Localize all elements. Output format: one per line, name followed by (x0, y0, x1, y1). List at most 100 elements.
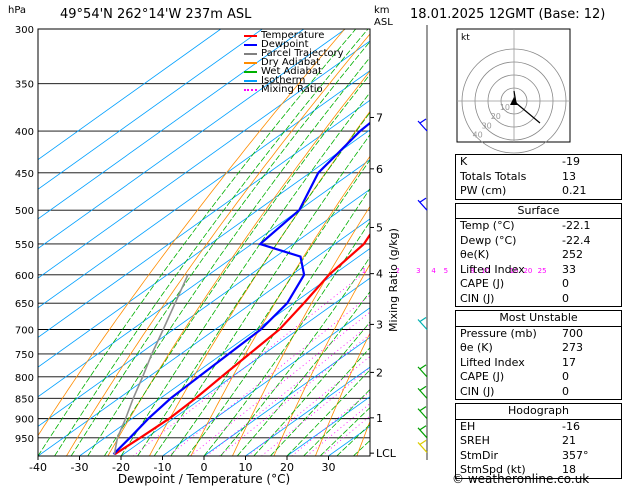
stat-label: Lifted Index (460, 355, 525, 369)
x-tick-label: 0 (201, 461, 208, 474)
stat-label: CIN (J) (460, 291, 495, 305)
header-datetime: 18.01.2025 12GMT (Base: 12) (410, 7, 606, 22)
stat-value: 13 (562, 169, 576, 183)
pressure-tick-label: 600 (15, 271, 34, 282)
stat-row: θe (K) 273 (456, 341, 621, 356)
series-line-dewpoint (112, 121, 370, 455)
x-tick-label: -30 (71, 461, 89, 474)
stat-label: SREH (460, 434, 490, 447)
wet-adiabat-line (253, 321, 370, 456)
hodograph-storm-arrow (510, 97, 518, 105)
legend-label: Temperature (261, 30, 325, 41)
stat-row: SREH 21 (456, 434, 621, 449)
surface-block: Surface Temp (°C) -22.1 Dewp (°C) -22.4 θe(K)… (455, 202, 622, 307)
wind-barb (417, 442, 428, 453)
legend-item: Dewpoint (244, 40, 344, 50)
isotherm-line (38, 29, 346, 249)
section-title: Hodograph (456, 404, 621, 420)
dry-adiabat-line (232, 205, 370, 456)
wet-adiabat-line (203, 220, 370, 456)
wind-barb (417, 199, 428, 211)
wind-barb (417, 366, 428, 378)
stat-label: CAPE (J) (460, 277, 505, 290)
dry-adiabat-line (190, 155, 370, 456)
wet-adiabat-line (54, 29, 369, 456)
stat-value: 0 (562, 384, 569, 398)
stat-row: Temp (°C) -22.1 (456, 219, 621, 234)
wind-barb-flag (419, 364, 427, 370)
legend: Temperature Dewpoint Parcel Trajectory Dry … (244, 30, 344, 95)
x-tick-label: -20 (112, 461, 130, 474)
stat-row: CAPE (J) 0 (456, 277, 621, 292)
wind-barb (417, 120, 428, 132)
mixing-ratio-label: 2 (395, 267, 399, 275)
wind-barb (417, 408, 428, 420)
wet-adiabat-line (38, 29, 357, 456)
mixing-ratio-line (247, 355, 370, 456)
wet-adiabat-line (270, 347, 370, 456)
section-title: Surface (456, 204, 621, 219)
wind-barb-flag (419, 385, 427, 391)
isotherm-line (162, 307, 370, 456)
isotherm-line (38, 29, 263, 190)
legend-label: Mixing Ratio (261, 84, 323, 95)
mixing-ratio-label: 25 (538, 267, 547, 275)
legend-swatch (244, 43, 257, 46)
stat-label: Pressure (mb) (460, 326, 537, 340)
legend-label: Wet Adiabat (261, 66, 322, 77)
wet-adiabat-line (220, 256, 370, 456)
x-tick-label: 20 (280, 461, 294, 474)
legend-swatch (244, 79, 257, 82)
wind-barb-flag (419, 197, 427, 203)
isotherm-line (79, 248, 370, 456)
km-tick-label: 6 (376, 163, 383, 176)
pressure-tick-label: 750 (15, 350, 34, 361)
stat-value: 33 (562, 262, 576, 276)
stat-value: -19 (562, 155, 580, 168)
legend-swatch (244, 70, 257, 73)
isotherm-line (203, 336, 370, 456)
wind-barb-flag (419, 406, 427, 412)
x-tick-label: -10 (154, 461, 172, 474)
legend-swatch (244, 88, 257, 91)
wind-barb-flag (419, 439, 427, 445)
legend-item: Dry Adiabat (244, 58, 344, 68)
stat-row: Pressure (mb) 700 (456, 327, 621, 342)
x-axis-label: Dewpoint / Temperature (°C) (118, 472, 290, 486)
legend-item: Parcel Trajectory (244, 49, 344, 59)
mixing-ratio-label: 4 (431, 267, 436, 275)
wet-adiabat-line (104, 73, 370, 456)
copyright: © weatheronline.co.uk (452, 472, 590, 486)
stat-label: Dewp (°C) (460, 233, 517, 247)
stat-value: -22.4 (562, 233, 591, 247)
stat-row: Lifted Index 17 (456, 356, 621, 371)
isotherm-line (38, 218, 370, 456)
stat-label: Totals Totals (460, 169, 527, 183)
km-tick-label: 4 (376, 268, 383, 281)
km-tick-label: 5 (376, 221, 383, 234)
mixing-ratio-label: 1 (362, 267, 366, 275)
pressure-tick-label: 300 (15, 25, 34, 36)
stat-label: K (460, 155, 468, 168)
isotherm-line (38, 129, 370, 368)
stat-value: 0 (562, 370, 569, 383)
stat-label: CAPE (J) (460, 370, 505, 383)
mixing-ratio-line (132, 274, 363, 456)
pressure-tick-label: 650 (15, 299, 34, 310)
pressure-tick-label: 550 (15, 240, 34, 251)
stat-value: 18 (562, 463, 576, 476)
asl-unit: ASL (374, 17, 393, 28)
header-location: 49°54'N 262°14'W 237m ASL (60, 7, 252, 22)
mixing-ratio-line (190, 311, 370, 456)
legend-swatch (244, 52, 257, 55)
legend-item: Mixing Ratio (244, 84, 344, 95)
stat-row: θe(K) 252 (456, 248, 621, 263)
stat-row: Totals Totals 13 (456, 170, 621, 185)
km-tick-label: LCL (376, 447, 397, 460)
stat-value: 252 (562, 248, 583, 261)
stat-row: Lifted Index 33 (456, 263, 621, 278)
hodograph-ring-label: 40 (473, 130, 483, 139)
mixing-ratio-label: 20 (523, 267, 532, 275)
mixing-ratio-label: 10 (481, 267, 490, 275)
